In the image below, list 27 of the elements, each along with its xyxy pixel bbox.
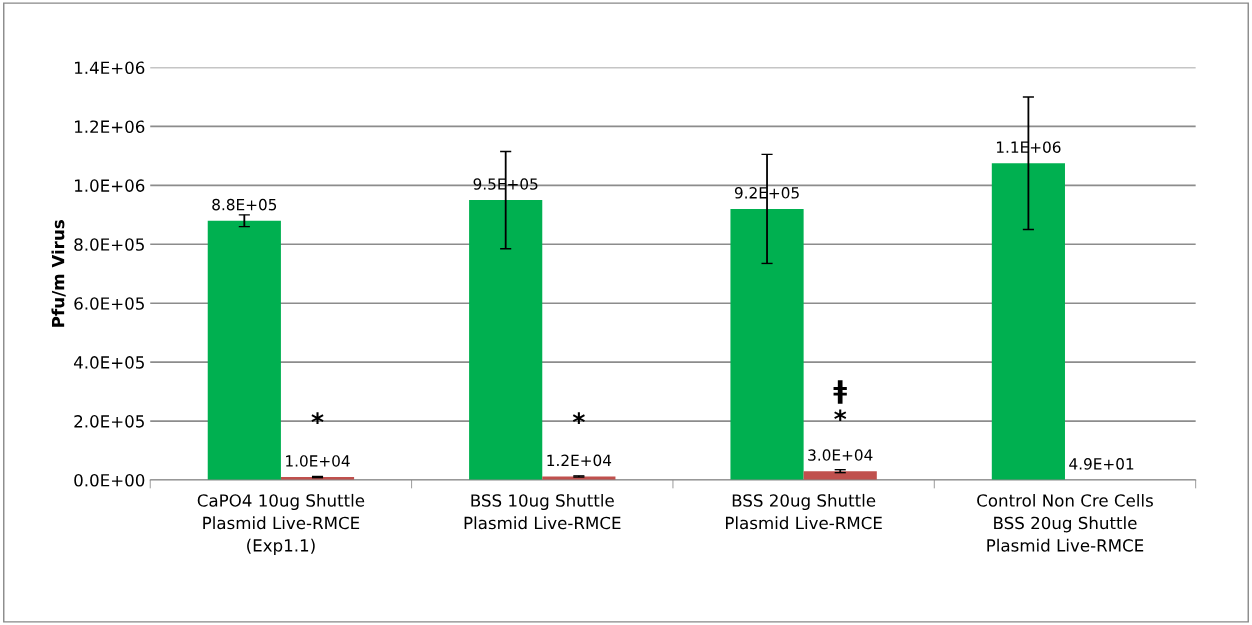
annotation: * (834, 409, 847, 422)
bar (991, 163, 1065, 480)
annotation: * (311, 412, 324, 424)
y-tick-label: 2.0E+05 (74, 415, 144, 428)
x-tick-label: Control Non Cre Cells BSS 20ug Shuttle Plasmid Live-RMCE (977, 493, 1153, 552)
x-tick-label: BSS 10ug Shuttle Plasmid Live-RMCE (464, 493, 621, 530)
bar (207, 220, 281, 480)
y-axis-title: Pfu/m Virus (51, 220, 66, 327)
y-tick-label: 1.0E+06 (75, 179, 145, 192)
y-tick-label: 1.2E+06 (75, 120, 145, 133)
y-tick-label: 6.0E+05 (74, 297, 144, 310)
bar (803, 471, 877, 480)
annotation: ǂ (833, 380, 847, 404)
x-tick-label: CaPO4 10ug Shuttle Plasmid Live-RMCE (Exp1.1) (197, 493, 365, 555)
data-label: 1.0E+04 (286, 455, 350, 467)
x-tick-label: BSS 20ug Shuttle Plasmid Live-RMCE (726, 493, 882, 530)
y-tick-label: 0.0E+00 (74, 473, 145, 487)
data-label: 8.8E+05 (212, 198, 277, 211)
bar (730, 208, 804, 480)
data-label: 1.2E+04 (547, 454, 612, 467)
bar (469, 200, 543, 480)
data-label: 3.0E+04 (808, 449, 873, 461)
y-tick-label: 8.0E+05 (74, 238, 144, 251)
data-label: 4.9E+01 (1069, 458, 1134, 470)
y-tick-label: 1.4E+06 (75, 61, 145, 75)
annotation: * (572, 412, 585, 424)
y-tick-label: 4.0E+05 (73, 356, 144, 369)
